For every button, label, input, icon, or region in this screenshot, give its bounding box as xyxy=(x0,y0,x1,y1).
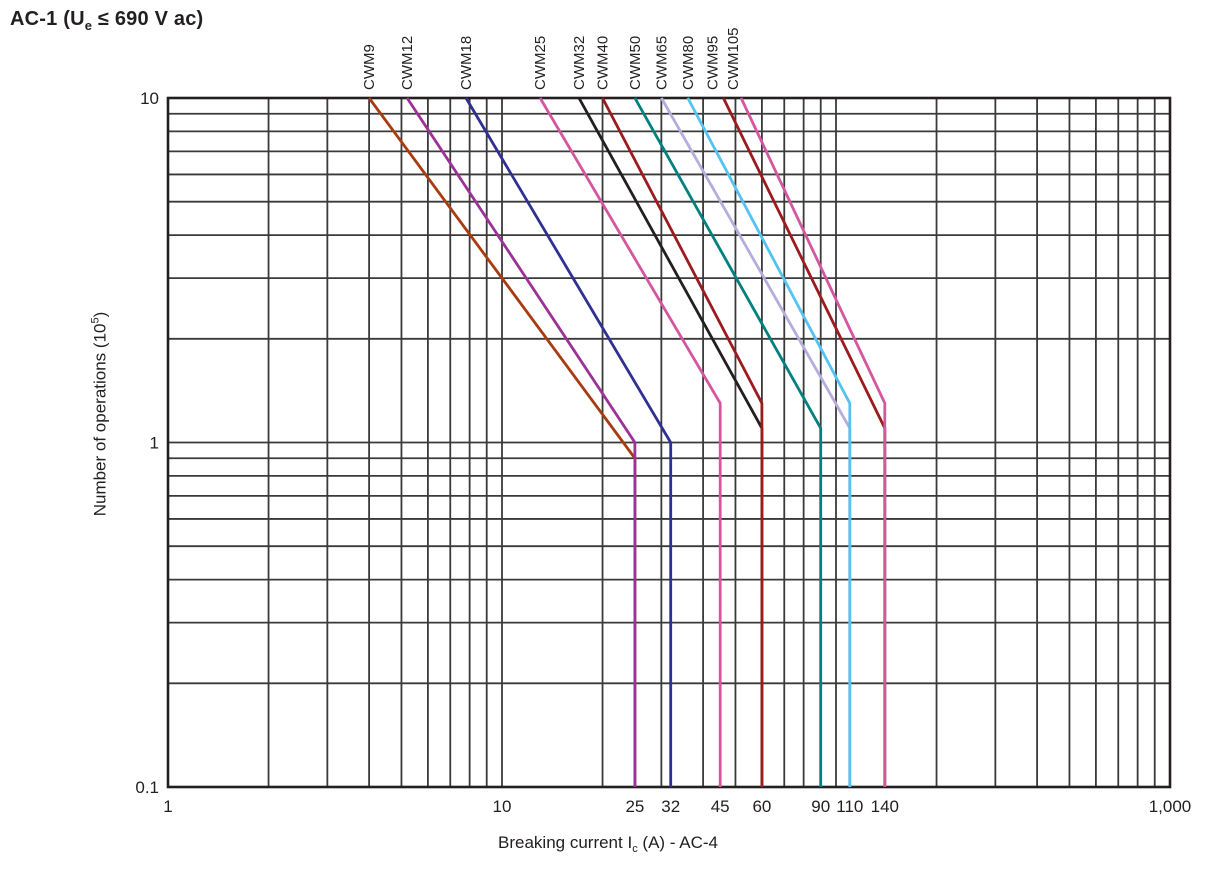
x-tick-label-25: 25 xyxy=(625,797,644,816)
x-axis-title-pre: Breaking current I xyxy=(498,832,633,852)
series-CWM105 xyxy=(739,97,887,787)
series-label-CWM12: CWM12 xyxy=(399,36,416,90)
x-axis-title-sub: c xyxy=(632,843,638,856)
series-label-CWM32: CWM32 xyxy=(571,36,588,90)
series-CWM80 xyxy=(686,97,852,787)
x-tick-label-1000: 1,000 xyxy=(1149,797,1192,816)
y-tick-label-0.1: 0.1 xyxy=(135,778,159,797)
x-tick-label-10: 10 xyxy=(493,797,512,816)
y-axis-title-pre: Number of operations (10 xyxy=(90,323,110,517)
x-tick-label-110: 110 xyxy=(836,797,863,816)
series-label-CWM95: CWM95 xyxy=(704,36,721,90)
chart-title-sub: e xyxy=(84,18,93,33)
x-axis-title: Breaking current Ic (A) - AC-4 xyxy=(498,833,718,855)
series-label-CWM80: CWM80 xyxy=(680,36,697,90)
series-CWM12 xyxy=(405,97,637,787)
series-label-CWM50: CWM50 xyxy=(627,36,644,90)
x-tick-label-90: 90 xyxy=(811,797,830,816)
series-CWM25 xyxy=(538,97,722,787)
series-label-CWM105: CWM105 xyxy=(725,27,742,90)
series-CWM40 xyxy=(601,97,764,787)
series-label-CWM25: CWM25 xyxy=(532,36,549,90)
chart-title-post: ≤ 690 V ac) xyxy=(92,8,204,30)
y-axis-title-sup: 5 xyxy=(89,317,102,324)
series-label-CWM18: CWM18 xyxy=(458,36,475,90)
series-CWM18 xyxy=(464,97,673,787)
series-label-CWM9: CWM9 xyxy=(361,44,378,90)
x-tick-label-60: 60 xyxy=(752,797,771,816)
x-tick-label-45: 45 xyxy=(711,797,730,816)
y-tick-label-10: 10 xyxy=(140,89,159,108)
x-tick-label-32: 32 xyxy=(661,797,680,816)
x-tick-label-1: 1 xyxy=(163,797,172,816)
x-axis-title-post: (A) - AC-4 xyxy=(637,832,718,852)
series-label-CWM65: CWM65 xyxy=(653,36,670,90)
chart-title: AC-1 (Ue ≤ 690 V ac) xyxy=(10,8,203,33)
y-tick-label-1: 1 xyxy=(150,434,159,453)
chart-title-pre: AC-1 (U xyxy=(10,8,85,30)
plot-border xyxy=(166,96,1172,789)
y-axis-title: Number of operations (105) xyxy=(90,312,111,517)
series-CWM50 xyxy=(633,97,823,787)
x-tick-label-140: 140 xyxy=(871,797,899,816)
series-label-CWM40: CWM40 xyxy=(595,36,612,90)
y-axis-title-post: ) xyxy=(90,311,110,318)
